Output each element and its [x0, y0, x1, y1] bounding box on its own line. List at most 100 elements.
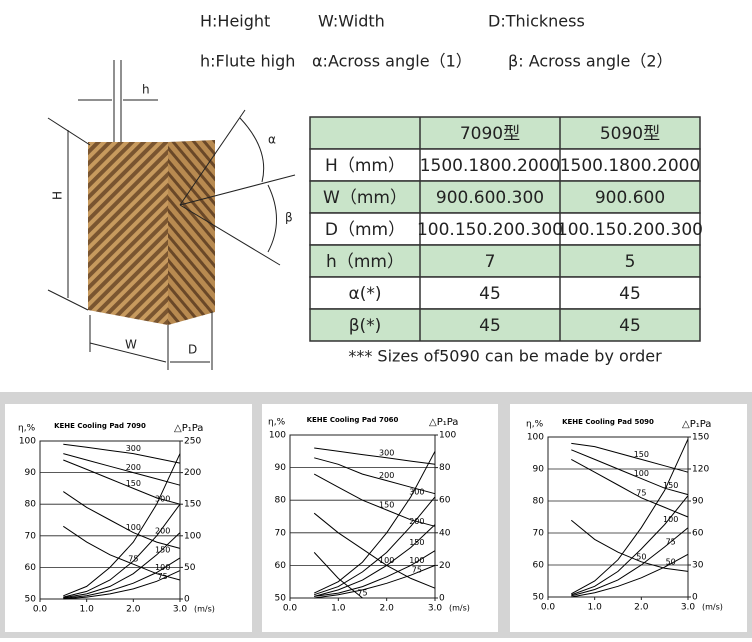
x-tick-label: 3.0	[173, 605, 188, 615]
x-tick-label: 2.0	[126, 605, 141, 615]
curve	[571, 495, 689, 596]
curve	[314, 496, 436, 596]
x-tick-label: 2.0	[380, 604, 395, 614]
curve	[63, 491, 181, 549]
table-cell: 7	[485, 252, 496, 272]
chart-panel	[262, 404, 498, 632]
x-tick-label: 1.0	[588, 603, 603, 613]
dim-label: W	[125, 338, 137, 352]
y-tick-label: 50	[533, 593, 545, 603]
curve-label: 150	[155, 545, 170, 554]
x-axis-label: (m/s)	[702, 603, 723, 612]
y2-axis-label: △P₁Pa	[682, 419, 711, 430]
x-tick-label: 1.0	[331, 604, 346, 614]
curve	[63, 459, 181, 505]
spec-table: 7090型 5090型 H（mm） 1500.1800.2000 1500.1800.2…	[309, 116, 703, 342]
table-cell: 45	[479, 284, 501, 304]
y-tick-label: 70	[275, 528, 287, 538]
curve-label: 150	[663, 481, 678, 490]
y2-tick-label: 60	[439, 496, 451, 506]
legend-text: D:Thickness	[488, 12, 585, 31]
y-tick-label: 60	[25, 563, 37, 573]
table-cell: 45	[619, 284, 641, 304]
y2-tick-label: 150	[692, 433, 709, 443]
y2-tick-label: 0	[184, 595, 190, 605]
y-tick-label: 90	[25, 468, 37, 478]
curve-label: 50	[666, 558, 676, 567]
dim-label: α	[268, 133, 276, 147]
y-axis-label: η,%	[526, 420, 544, 430]
y2-tick-label: 40	[439, 528, 451, 538]
table-cell: 1500.1800.2000	[420, 156, 561, 176]
curve-label: 300	[126, 444, 141, 453]
chart: 50 60 70 80 90 100 0 20 40 60 80 100 0.0 1.0 2.0 3.0 KEH…	[268, 416, 470, 614]
curve	[571, 553, 689, 598]
table-cell: D（mm）	[325, 220, 405, 240]
curve	[314, 564, 436, 599]
curve	[63, 503, 181, 598]
curve-label: 200	[379, 471, 394, 480]
y-tick-label: 60	[533, 561, 545, 571]
chart-panel	[510, 404, 747, 632]
y2-tick-label: 120	[692, 465, 709, 475]
table-cell: h（mm）	[326, 252, 404, 272]
y-axis-label: η,%	[18, 424, 36, 434]
curve-label: 100	[155, 563, 170, 572]
table-cell: 5090型	[600, 124, 660, 144]
curve-label: 100	[126, 523, 141, 532]
curve-label: 75	[636, 488, 646, 497]
curve-label: 200	[409, 517, 424, 526]
table-cell: 1500.1800.2000	[560, 156, 701, 176]
curve-label: 300	[155, 495, 170, 504]
curve	[571, 458, 689, 518]
curve	[63, 525, 181, 581]
y-tick-label: 80	[275, 496, 287, 506]
curve-label: 100	[409, 556, 424, 565]
table-row	[309, 308, 701, 342]
x-tick-label: 1.0	[80, 605, 95, 615]
pad-front	[88, 142, 168, 325]
curve-label: 50	[636, 552, 646, 561]
y-tick-label: 60	[275, 561, 287, 571]
table-row	[309, 212, 701, 246]
table-cell: α(*)	[349, 284, 382, 304]
y-tick-label: 80	[533, 497, 545, 507]
x-tick-label: 0.0	[283, 604, 298, 614]
curve-label: 100	[634, 469, 649, 478]
curve	[63, 453, 181, 486]
curve-label: 75	[357, 589, 367, 598]
curve	[313, 451, 436, 594]
curve-label: 150	[409, 538, 424, 547]
dim-label: β	[285, 211, 293, 225]
curve-label: 75	[158, 572, 168, 581]
y-tick-label: 50	[25, 595, 37, 605]
table-cell: 5	[625, 252, 636, 272]
curve-label: 75	[412, 566, 422, 575]
dim-label: h	[142, 83, 150, 97]
table-row	[309, 148, 701, 182]
table-row	[309, 116, 701, 150]
curve-label: 75	[128, 555, 138, 564]
table-cell: 900.600.300	[436, 188, 544, 208]
diagram-labels: h H α β W D	[51, 83, 293, 357]
y2-tick-label: 250	[184, 437, 201, 447]
curve	[63, 557, 181, 599]
y-tick-label: 70	[25, 531, 37, 541]
y2-tick-label: 30	[692, 561, 704, 571]
curve-label: 300	[379, 448, 394, 457]
table-row	[309, 180, 701, 214]
chart: 50 60 70 80 90 100 0 50 100 150 200 250 0.0 1.0 2.0 3.0…	[18, 422, 215, 615]
curve	[570, 519, 689, 572]
x-tick-label: 3.0	[681, 603, 696, 613]
table-cell: 7090型	[460, 124, 520, 144]
curve	[314, 524, 436, 597]
table-cell: 100.150.200.300	[557, 220, 703, 240]
pad-side	[168, 140, 215, 325]
curve	[63, 443, 181, 464]
chart-title: KEHE Cooling Pad 5090	[562, 418, 654, 426]
x-tick-label: 3.0	[428, 604, 443, 614]
y2-tick-label: 90	[692, 497, 704, 507]
table-cell: β(*)	[349, 316, 382, 336]
x-axis-label: (m/s)	[449, 604, 470, 613]
